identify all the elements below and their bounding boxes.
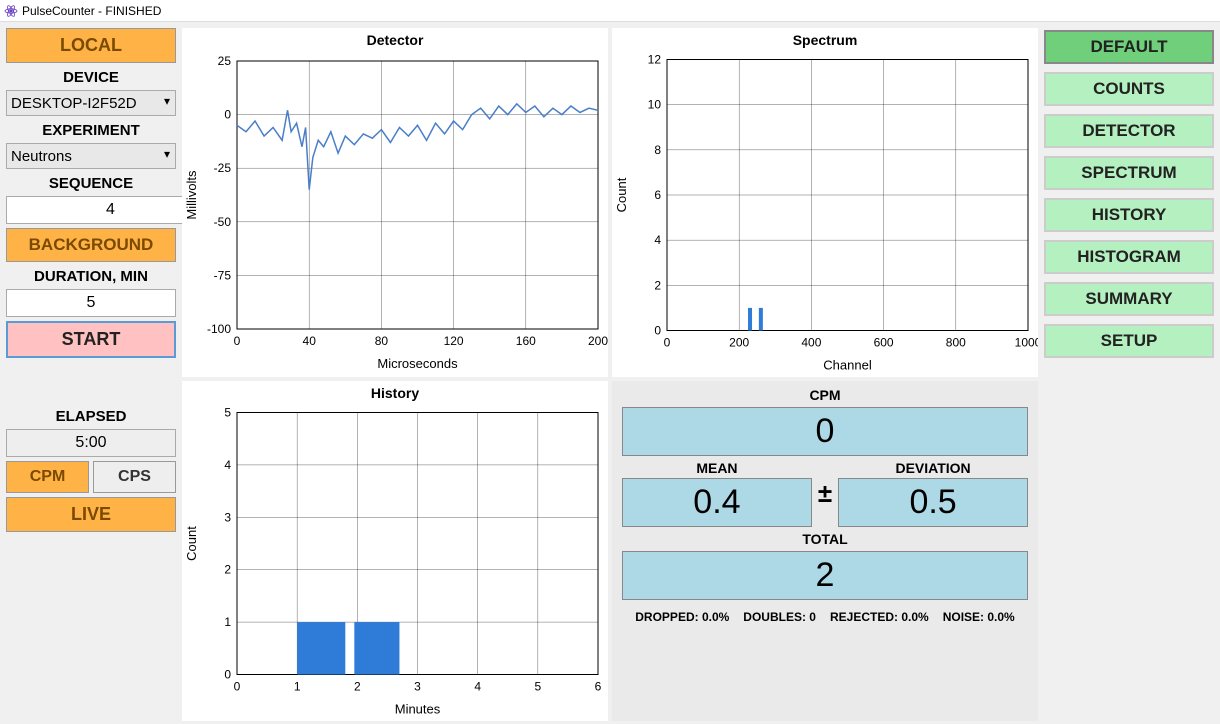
svg-text:5: 5 xyxy=(534,680,541,694)
svg-text:Count: Count xyxy=(614,177,629,212)
cpm-toggle[interactable]: CPM xyxy=(6,461,89,493)
elapsed-label: ELAPSED xyxy=(6,408,176,425)
detector-chart: Detector 0 40 80 120 160 200 -100 -75 -50 -25 0 25 M… xyxy=(182,28,608,377)
elapsed-value: 5:00 xyxy=(6,429,176,457)
dropped-stat: DROPPED: 0.0% xyxy=(635,610,729,624)
svg-text:200: 200 xyxy=(588,334,608,348)
rejected-stat: REJECTED: 0.0% xyxy=(830,610,929,624)
center-panel: Detector 04080120160200-100-75-50-25025M… xyxy=(182,28,1038,718)
svg-text:4: 4 xyxy=(224,458,231,472)
footer-stats: DROPPED: 0.0% DOUBLES: 0 REJECTED: 0.0% … xyxy=(622,610,1028,624)
cpm-label: CPM xyxy=(622,387,1028,403)
svg-text:-50: -50 xyxy=(214,215,232,229)
svg-text:3: 3 xyxy=(414,680,421,694)
histogram-button[interactable]: HISTOGRAM xyxy=(1044,240,1214,274)
counts-button[interactable]: COUNTS xyxy=(1044,72,1214,106)
svg-text:0: 0 xyxy=(664,336,671,350)
setup-button[interactable]: SETUP xyxy=(1044,324,1214,358)
experiment-label: EXPERIMENT xyxy=(6,122,176,139)
svg-text:1: 1 xyxy=(224,615,231,629)
total-label: TOTAL xyxy=(622,531,1028,547)
history-button[interactable]: HISTORY xyxy=(1044,198,1214,232)
stats-panel: CPM 0 MEAN 0.4 ± DEVIATION 0.5 TOTAL 2 D… xyxy=(612,381,1038,721)
plus-minus-icon: ± xyxy=(818,478,832,509)
cpm-value: 0 xyxy=(622,407,1028,456)
mean-label: MEAN xyxy=(622,460,812,476)
svg-text:3: 3 xyxy=(224,510,231,524)
left-panel: LOCAL DEVICE DESKTOP-I2F52D EXPERIMENT N… xyxy=(6,28,176,718)
svg-text:0: 0 xyxy=(234,680,241,694)
spectrum-chart-title: Spectrum xyxy=(612,28,1038,48)
svg-text:200: 200 xyxy=(729,336,749,350)
experiment-select[interactable]: Neutrons xyxy=(6,143,176,169)
svg-text:12: 12 xyxy=(648,53,662,67)
svg-text:-25: -25 xyxy=(214,161,232,175)
total-value: 2 xyxy=(622,551,1028,600)
history-chart: History 0 1 2 3 4 5 6 0 1 2 3 4 5 Minutes Count xyxy=(182,381,608,721)
window-title: PulseCounter - FINISHED xyxy=(22,4,161,18)
sequence-label: SEQUENCE xyxy=(6,175,176,192)
local-button[interactable]: LOCAL xyxy=(6,28,176,63)
svg-text:4: 4 xyxy=(474,680,481,694)
device-select[interactable]: DESKTOP-I2F52D xyxy=(6,90,176,116)
svg-text:400: 400 xyxy=(801,336,821,350)
svg-text:0: 0 xyxy=(224,108,231,122)
deviation-value: 0.5 xyxy=(838,478,1028,527)
svg-text:1: 1 xyxy=(294,680,301,694)
deviation-label: DEVIATION xyxy=(838,460,1028,476)
svg-text:0: 0 xyxy=(654,324,661,338)
svg-text:0: 0 xyxy=(234,334,241,348)
doubles-stat: DOUBLES: 0 xyxy=(743,610,816,624)
background-button[interactable]: BACKGROUND xyxy=(6,228,176,262)
svg-text:Minutes: Minutes xyxy=(395,702,441,717)
detector-button[interactable]: DETECTOR xyxy=(1044,114,1214,148)
summary-button[interactable]: SUMMARY xyxy=(1044,282,1214,316)
svg-text:4: 4 xyxy=(654,233,661,247)
svg-text:80: 80 xyxy=(375,334,389,348)
spectrum-chart: Spectrum 0 200 400 600 800 1000 0 2 4 6 8 10 12 Chann… xyxy=(612,28,1038,377)
svg-text:2: 2 xyxy=(654,278,661,292)
svg-text:6: 6 xyxy=(654,188,661,202)
noise-stat: NOISE: 0.0% xyxy=(943,610,1015,624)
live-button[interactable]: LIVE xyxy=(6,497,176,532)
duration-label: DURATION, MIN xyxy=(6,268,176,285)
svg-text:5: 5 xyxy=(224,406,231,420)
svg-text:6: 6 xyxy=(595,680,602,694)
spectrum-button[interactable]: SPECTRUM xyxy=(1044,156,1214,190)
svg-text:Channel: Channel xyxy=(823,358,872,373)
svg-text:40: 40 xyxy=(303,334,317,348)
svg-text:160: 160 xyxy=(516,334,536,348)
svg-text:600: 600 xyxy=(874,336,894,350)
svg-text:Millivolts: Millivolts xyxy=(184,170,199,220)
svg-text:Count: Count xyxy=(184,526,199,561)
detector-chart-title: Detector xyxy=(182,28,608,48)
svg-text:Microseconds: Microseconds xyxy=(377,356,458,371)
history-chart-title: History xyxy=(182,381,608,401)
sequence-stepper[interactable]: ▲ ▼ xyxy=(6,196,176,224)
default-button[interactable]: DEFAULT xyxy=(1044,30,1214,64)
start-button[interactable]: START xyxy=(6,321,176,358)
svg-text:-75: -75 xyxy=(214,268,232,282)
svg-text:25: 25 xyxy=(218,54,232,68)
svg-text:120: 120 xyxy=(444,334,464,348)
svg-text:1000: 1000 xyxy=(1015,336,1038,350)
titlebar: PulseCounter - FINISHED xyxy=(0,0,1220,22)
svg-text:8: 8 xyxy=(654,143,661,157)
svg-text:2: 2 xyxy=(354,680,361,694)
mean-value: 0.4 xyxy=(622,478,812,527)
app-icon xyxy=(4,4,18,18)
svg-text:800: 800 xyxy=(946,336,966,350)
svg-text:2: 2 xyxy=(224,563,231,577)
svg-text:10: 10 xyxy=(648,98,662,112)
duration-input[interactable] xyxy=(6,289,176,317)
svg-text:0: 0 xyxy=(224,668,231,682)
device-label: DEVICE xyxy=(6,69,176,86)
right-panel: DEFAULT COUNTS DETECTOR SPECTRUM HISTORY HIST… xyxy=(1044,28,1214,718)
svg-text:-100: -100 xyxy=(207,322,231,336)
cps-toggle[interactable]: CPS xyxy=(93,461,176,493)
